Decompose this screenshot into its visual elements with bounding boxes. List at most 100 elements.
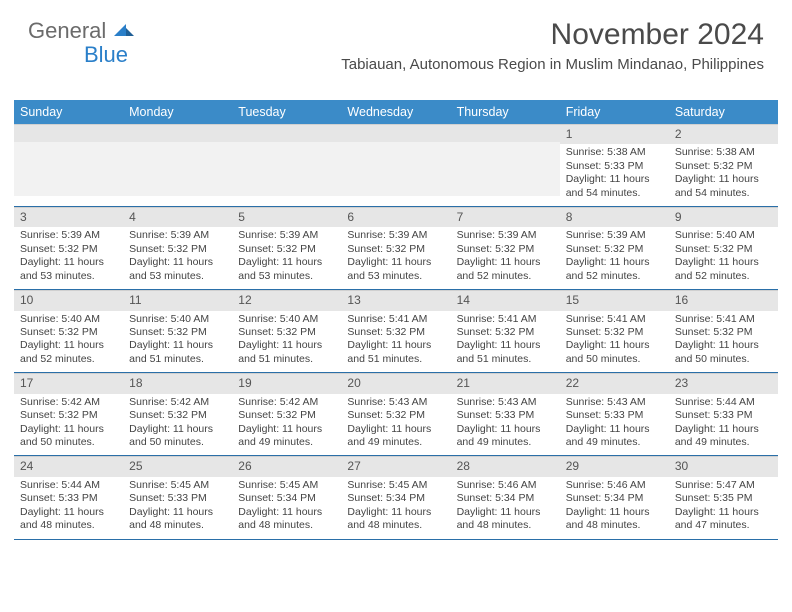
day-cell: 6Sunrise: 5:39 AMSunset: 5:32 PMDaylight… <box>341 207 450 289</box>
sunset-text: Sunset: 5:33 PM <box>566 160 663 173</box>
sunrise-text: Sunrise: 5:47 AM <box>675 479 772 492</box>
daylight-text: Daylight: 11 hours and 52 minutes. <box>457 256 554 283</box>
week-row: 17Sunrise: 5:42 AMSunset: 5:32 PMDayligh… <box>14 373 778 456</box>
sunset-text: Sunset: 5:32 PM <box>566 326 663 339</box>
day-cell: 14Sunrise: 5:41 AMSunset: 5:32 PMDayligh… <box>451 290 560 372</box>
day-cell <box>232 124 341 206</box>
day-number: 6 <box>341 207 450 227</box>
day-number: 24 <box>14 456 123 476</box>
day-number: 8 <box>560 207 669 227</box>
daylight-text: Daylight: 11 hours and 48 minutes. <box>566 506 663 533</box>
day-header: Saturday <box>669 100 778 124</box>
day-cell: 7 Sunrise: 5:39 AMSunset: 5:32 PMDaylight… <box>451 207 560 289</box>
day-cell <box>451 124 560 206</box>
day-body: Sunrise: 5:42 AMSunset: 5:32 PMDaylight:… <box>123 394 232 456</box>
day-cell: 5Sunrise: 5:39 AMSunset: 5:32 PMDaylight… <box>232 207 341 289</box>
day-number: 9 <box>669 207 778 227</box>
day-body: Sunrise: 5:39 AMSunset: 5:32 PMDaylight:… <box>14 227 123 289</box>
sunrise-text: Sunrise: 5:40 AM <box>20 313 117 326</box>
sunset-text: Sunset: 5:32 PM <box>675 326 772 339</box>
sunset-text: Sunset: 5:32 PM <box>457 243 554 256</box>
daylight-text: Daylight: 11 hours and 50 minutes. <box>675 339 772 366</box>
day-cell: 22Sunrise: 5:43 AMSunset: 5:33 PMDayligh… <box>560 373 669 455</box>
daylight-text: Daylight: 11 hours and 53 minutes. <box>129 256 226 283</box>
day-body: Sunrise: 5:44 AMSunset: 5:33 PMDaylight:… <box>669 394 778 456</box>
day-body: Sunrise: 5:39 AMSunset: 5:32 PMDaylight:… <box>123 227 232 289</box>
day-body: Sunrise: 5:39 AMSunset: 5:32 PMDaylight:… <box>341 227 450 289</box>
daylight-text: Daylight: 11 hours and 49 minutes. <box>238 423 335 450</box>
day-cell: 11Sunrise: 5:40 AMSunset: 5:32 PMDayligh… <box>123 290 232 372</box>
logo-icon <box>114 18 134 44</box>
calendar: SundayMondayTuesdayWednesdayThursdayFrid… <box>14 100 778 540</box>
day-header: Wednesday <box>341 100 450 124</box>
day-cell: 24Sunrise: 5:44 AMSunset: 5:33 PMDayligh… <box>14 456 123 538</box>
day-body <box>123 142 232 196</box>
sunset-text: Sunset: 5:32 PM <box>238 409 335 422</box>
day-body: Sunrise: 5:40 AMSunset: 5:32 PMDaylight:… <box>123 311 232 373</box>
daylight-text: Daylight: 11 hours and 51 minutes. <box>238 339 335 366</box>
sunset-text: Sunset: 5:34 PM <box>238 492 335 505</box>
day-body: Sunrise: 5:45 AMSunset: 5:34 PMDaylight:… <box>341 477 450 539</box>
daylight-text: Daylight: 11 hours and 50 minutes. <box>566 339 663 366</box>
day-cell: 17Sunrise: 5:42 AMSunset: 5:32 PMDayligh… <box>14 373 123 455</box>
sunrise-text: Sunrise: 5:39 AM <box>129 229 226 242</box>
sunset-text: Sunset: 5:32 PM <box>129 243 226 256</box>
sunrise-text: Sunrise: 5:42 AM <box>20 396 117 409</box>
day-body: Sunrise: 5:40 AMSunset: 5:32 PMDaylight:… <box>232 311 341 373</box>
day-body: Sunrise: 5:45 AMSunset: 5:34 PMDaylight:… <box>232 477 341 539</box>
sunrise-text: Sunrise: 5:44 AM <box>675 396 772 409</box>
sunrise-text: Sunrise: 5:39 AM <box>566 229 663 242</box>
day-cell <box>123 124 232 206</box>
day-number: 5 <box>232 207 341 227</box>
sunset-text: Sunset: 5:32 PM <box>566 243 663 256</box>
day-body <box>232 142 341 196</box>
sunrise-text: Sunrise: 5:38 AM <box>675 146 772 159</box>
day-cell: 19Sunrise: 5:42 AMSunset: 5:32 PMDayligh… <box>232 373 341 455</box>
day-number: 17 <box>14 373 123 393</box>
day-body: Sunrise: 5:39 AMSunset: 5:32 PMDaylight:… <box>560 227 669 289</box>
day-cell: 30Sunrise: 5:47 AMSunset: 5:35 PMDayligh… <box>669 456 778 538</box>
day-header: Sunday <box>14 100 123 124</box>
day-body: Sunrise: 5:40 AMSunset: 5:32 PMDaylight:… <box>669 227 778 289</box>
day-cell <box>341 124 450 206</box>
daylight-text: Daylight: 11 hours and 51 minutes. <box>129 339 226 366</box>
day-number <box>341 124 450 142</box>
daylight-text: Daylight: 11 hours and 53 minutes. <box>347 256 444 283</box>
daylight-text: Daylight: 11 hours and 48 minutes. <box>20 506 117 533</box>
day-cell: 8Sunrise: 5:39 AMSunset: 5:32 PMDaylight… <box>560 207 669 289</box>
day-number: 22 <box>560 373 669 393</box>
daylight-text: Daylight: 11 hours and 49 minutes. <box>457 423 554 450</box>
day-number <box>451 124 560 142</box>
day-body: Sunrise: 5:46 AMSunset: 5:34 PMDaylight:… <box>451 477 560 539</box>
day-number: 25 <box>123 456 232 476</box>
day-body: Sunrise: 5:47 AMSunset: 5:35 PMDaylight:… <box>669 477 778 539</box>
day-body: Sunrise: 5:38 AMSunset: 5:33 PMDaylight:… <box>560 144 669 206</box>
sunrise-text: Sunrise: 5:39 AM <box>20 229 117 242</box>
page-subtitle: Tabiauan, Autonomous Region in Muslim Mi… <box>341 56 764 73</box>
sunset-text: Sunset: 5:33 PM <box>566 409 663 422</box>
week-row: 3Sunrise: 5:39 AMSunset: 5:32 PMDaylight… <box>14 207 778 290</box>
day-cell: 26Sunrise: 5:45 AMSunset: 5:34 PMDayligh… <box>232 456 341 538</box>
day-body <box>451 142 560 196</box>
day-number: 19 <box>232 373 341 393</box>
sunset-text: Sunset: 5:32 PM <box>347 326 444 339</box>
sunrise-text: Sunrise: 5:41 AM <box>675 313 772 326</box>
sunset-text: Sunset: 5:34 PM <box>566 492 663 505</box>
day-number: 28 <box>451 456 560 476</box>
sunset-text: Sunset: 5:33 PM <box>675 409 772 422</box>
day-number: 1 <box>560 124 669 144</box>
sunrise-text: Sunrise: 5:43 AM <box>566 396 663 409</box>
day-cell: 3Sunrise: 5:39 AMSunset: 5:32 PMDaylight… <box>14 207 123 289</box>
day-number: 4 <box>123 207 232 227</box>
day-header: Monday <box>123 100 232 124</box>
daylight-text: Daylight: 11 hours and 49 minutes. <box>675 423 772 450</box>
day-cell: 12Sunrise: 5:40 AMSunset: 5:32 PMDayligh… <box>232 290 341 372</box>
day-number: 7 <box>451 207 560 227</box>
day-body: Sunrise: 5:41 AMSunset: 5:32 PMDaylight:… <box>451 311 560 373</box>
day-body: Sunrise: 5:46 AMSunset: 5:34 PMDaylight:… <box>560 477 669 539</box>
day-number: 3 <box>14 207 123 227</box>
day-body: Sunrise: 5:42 AMSunset: 5:32 PMDaylight:… <box>14 394 123 456</box>
sunset-text: Sunset: 5:34 PM <box>347 492 444 505</box>
sunrise-text: Sunrise: 5:39 AM <box>457 229 554 242</box>
sunset-text: Sunset: 5:34 PM <box>457 492 554 505</box>
